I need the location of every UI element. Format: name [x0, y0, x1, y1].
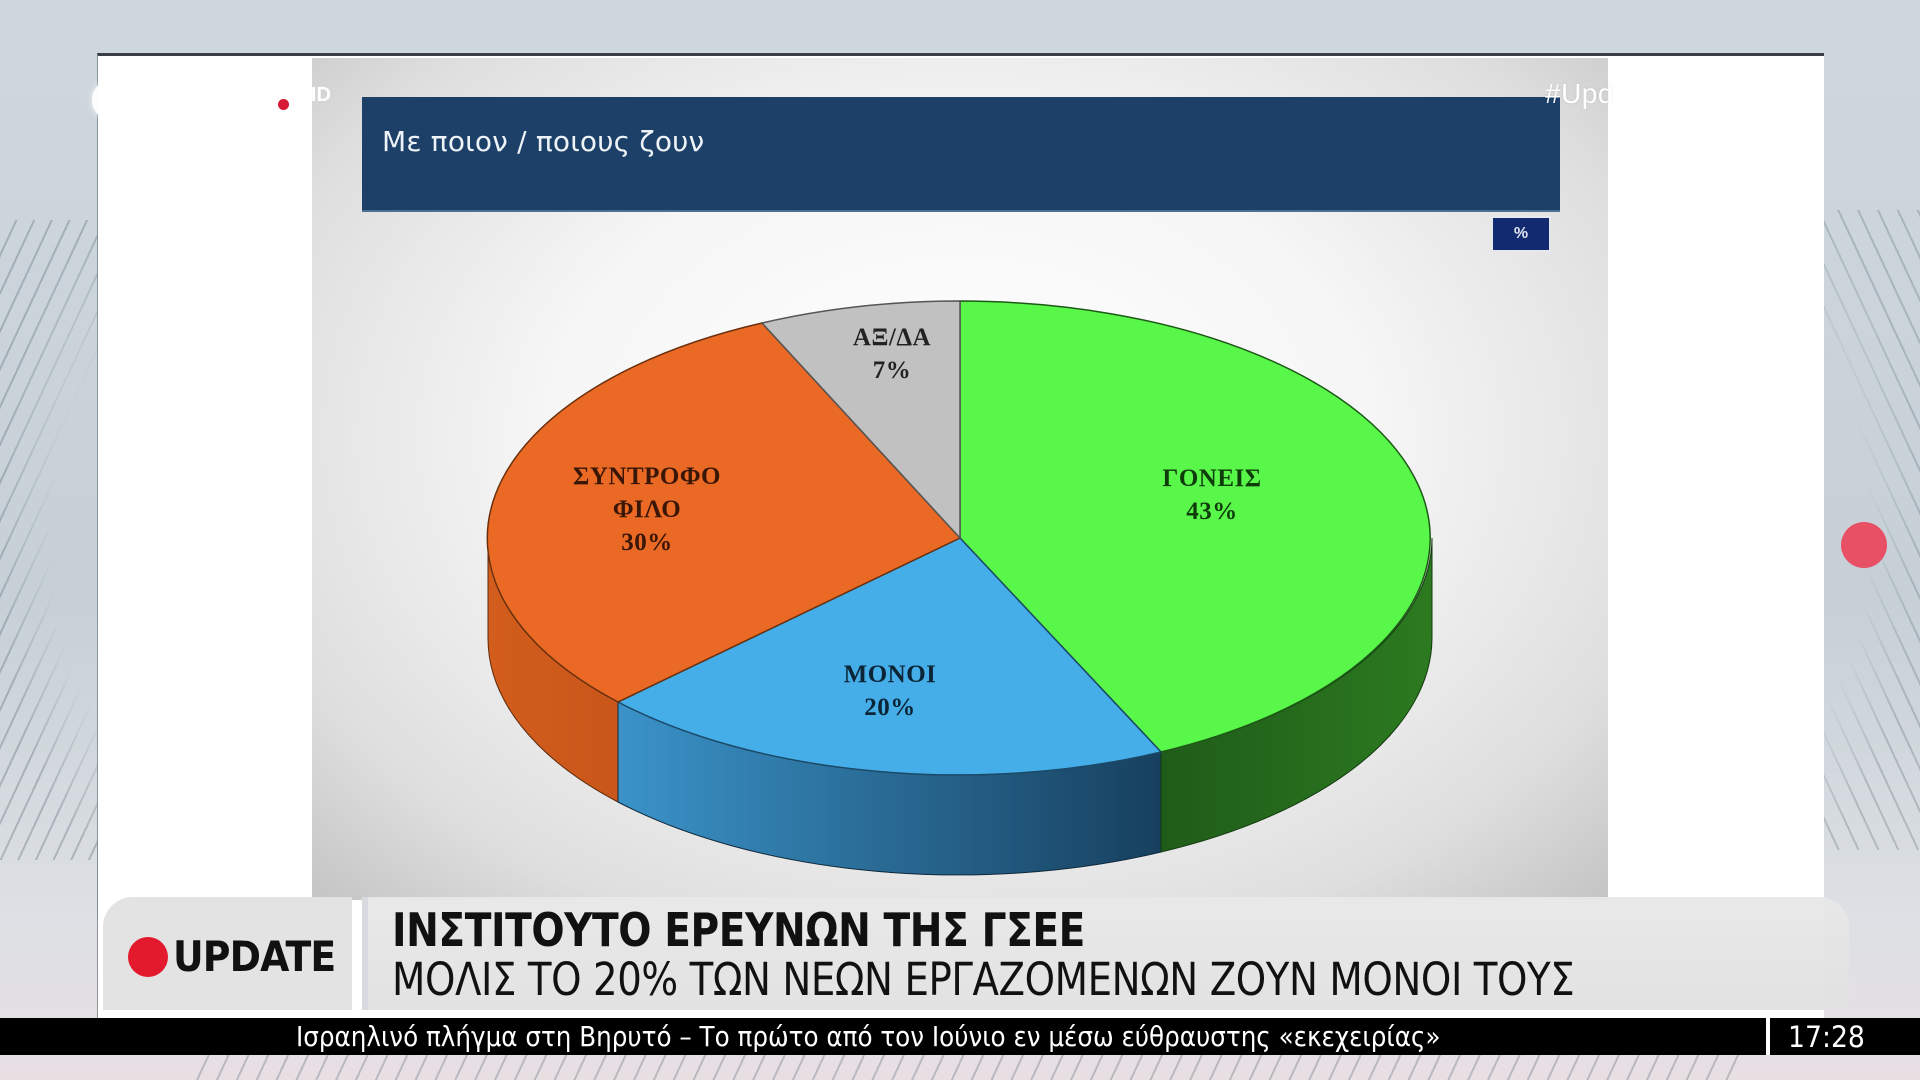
pie-label-axda: ΑΞ/ΔΑ 7% [832, 321, 952, 387]
presentation-slide: Με ποιον / ποιους ζουν % [312, 58, 1608, 900]
pie-slice-goneis [959, 300, 1431, 753]
ticker-clock: 17:28 [1788, 1020, 1865, 1054]
hd-label: HD [302, 84, 331, 106]
pie-label-goneis-value: 43% [1186, 498, 1238, 525]
slide-title: Με ποιον / ποιους ζουν [382, 125, 705, 158]
slide-title-bar: Με ποιον / ποιους ζουν [362, 97, 1560, 212]
headline-box: ΙΝΣΤΙΤΟΥΤΟ ΕΡΕΥΝΩΝ ΤΗΣ ΓΣΕΕ ΜΟΛΙΣ ΤΟ 20%… [362, 897, 1849, 1010]
decorative-red-dot [1841, 522, 1887, 568]
pie-label-monoi: ΜΟΝΟΙ 20% [810, 658, 970, 724]
live-dot-icon [278, 99, 289, 110]
headline-title: ΙΝΣΤΙΤΟΥΤΟ ΕΡΕΥΝΩΝ ΤΗΣ ΓΣΕΕ [392, 903, 1085, 957]
headline-subtitle: ΜΟΛΙΣ ΤΟ 20% ΤΩΝ ΝΕΩΝ ΕΡΓΑΖΟΜΕΝΩΝ ΖΟΥΝ Μ… [392, 953, 1575, 1006]
pie-label-syntrofo-name-1: ΣΥΝΤΡΟΦΟ [572, 463, 722, 490]
pie-slice-axda [760, 300, 961, 540]
ticker-text: Ισραηλινό πλήγμα στη Βηρυτό – Το πρώτο α… [296, 1020, 1441, 1053]
pie-slice-monoi [616, 537, 1163, 776]
channel-logo [92, 78, 332, 122]
pie-slice-syntrofo [486, 322, 962, 703]
pie-label-goneis-name: ΓΟΝΕΙΣ [1162, 465, 1262, 492]
pie-label-goneis: ΓΟΝΕΙΣ 43% [1122, 462, 1302, 528]
pie-label-axda-name: ΑΞ/ΔΑ [852, 324, 932, 351]
pie-label-monoi-value: 20% [864, 694, 916, 721]
hashtag-label: #Upd [1545, 78, 1614, 109]
live-dot-icon [128, 937, 168, 977]
pie-label-axda-value: 7% [872, 357, 912, 384]
channel-logo-mark [92, 78, 138, 122]
update-badge: UPDATE [103, 897, 352, 1010]
pie-label-syntrofo-name-2: ΦΙΛΟ [612, 496, 682, 523]
pie-label-monoi-name: ΜΟΝΟΙ [843, 661, 937, 688]
pie-chart [486, 300, 1433, 876]
background-hatch-bottom [190, 1055, 1740, 1080]
pie-label-syntrofo-value: 30% [621, 529, 673, 556]
background-hatch-left [0, 220, 100, 860]
pie-label-syntrofo: ΣΥΝΤΡΟΦΟ ΦΙΛΟ 30% [552, 460, 742, 559]
update-label: UPDATE [173, 932, 336, 981]
news-ticker: Ισραηλινό πλήγμα στη Βηρυτό – Το πρώτο α… [0, 1018, 1920, 1055]
ticker-divider [1766, 1018, 1770, 1055]
unit-badge: % [1491, 216, 1551, 252]
